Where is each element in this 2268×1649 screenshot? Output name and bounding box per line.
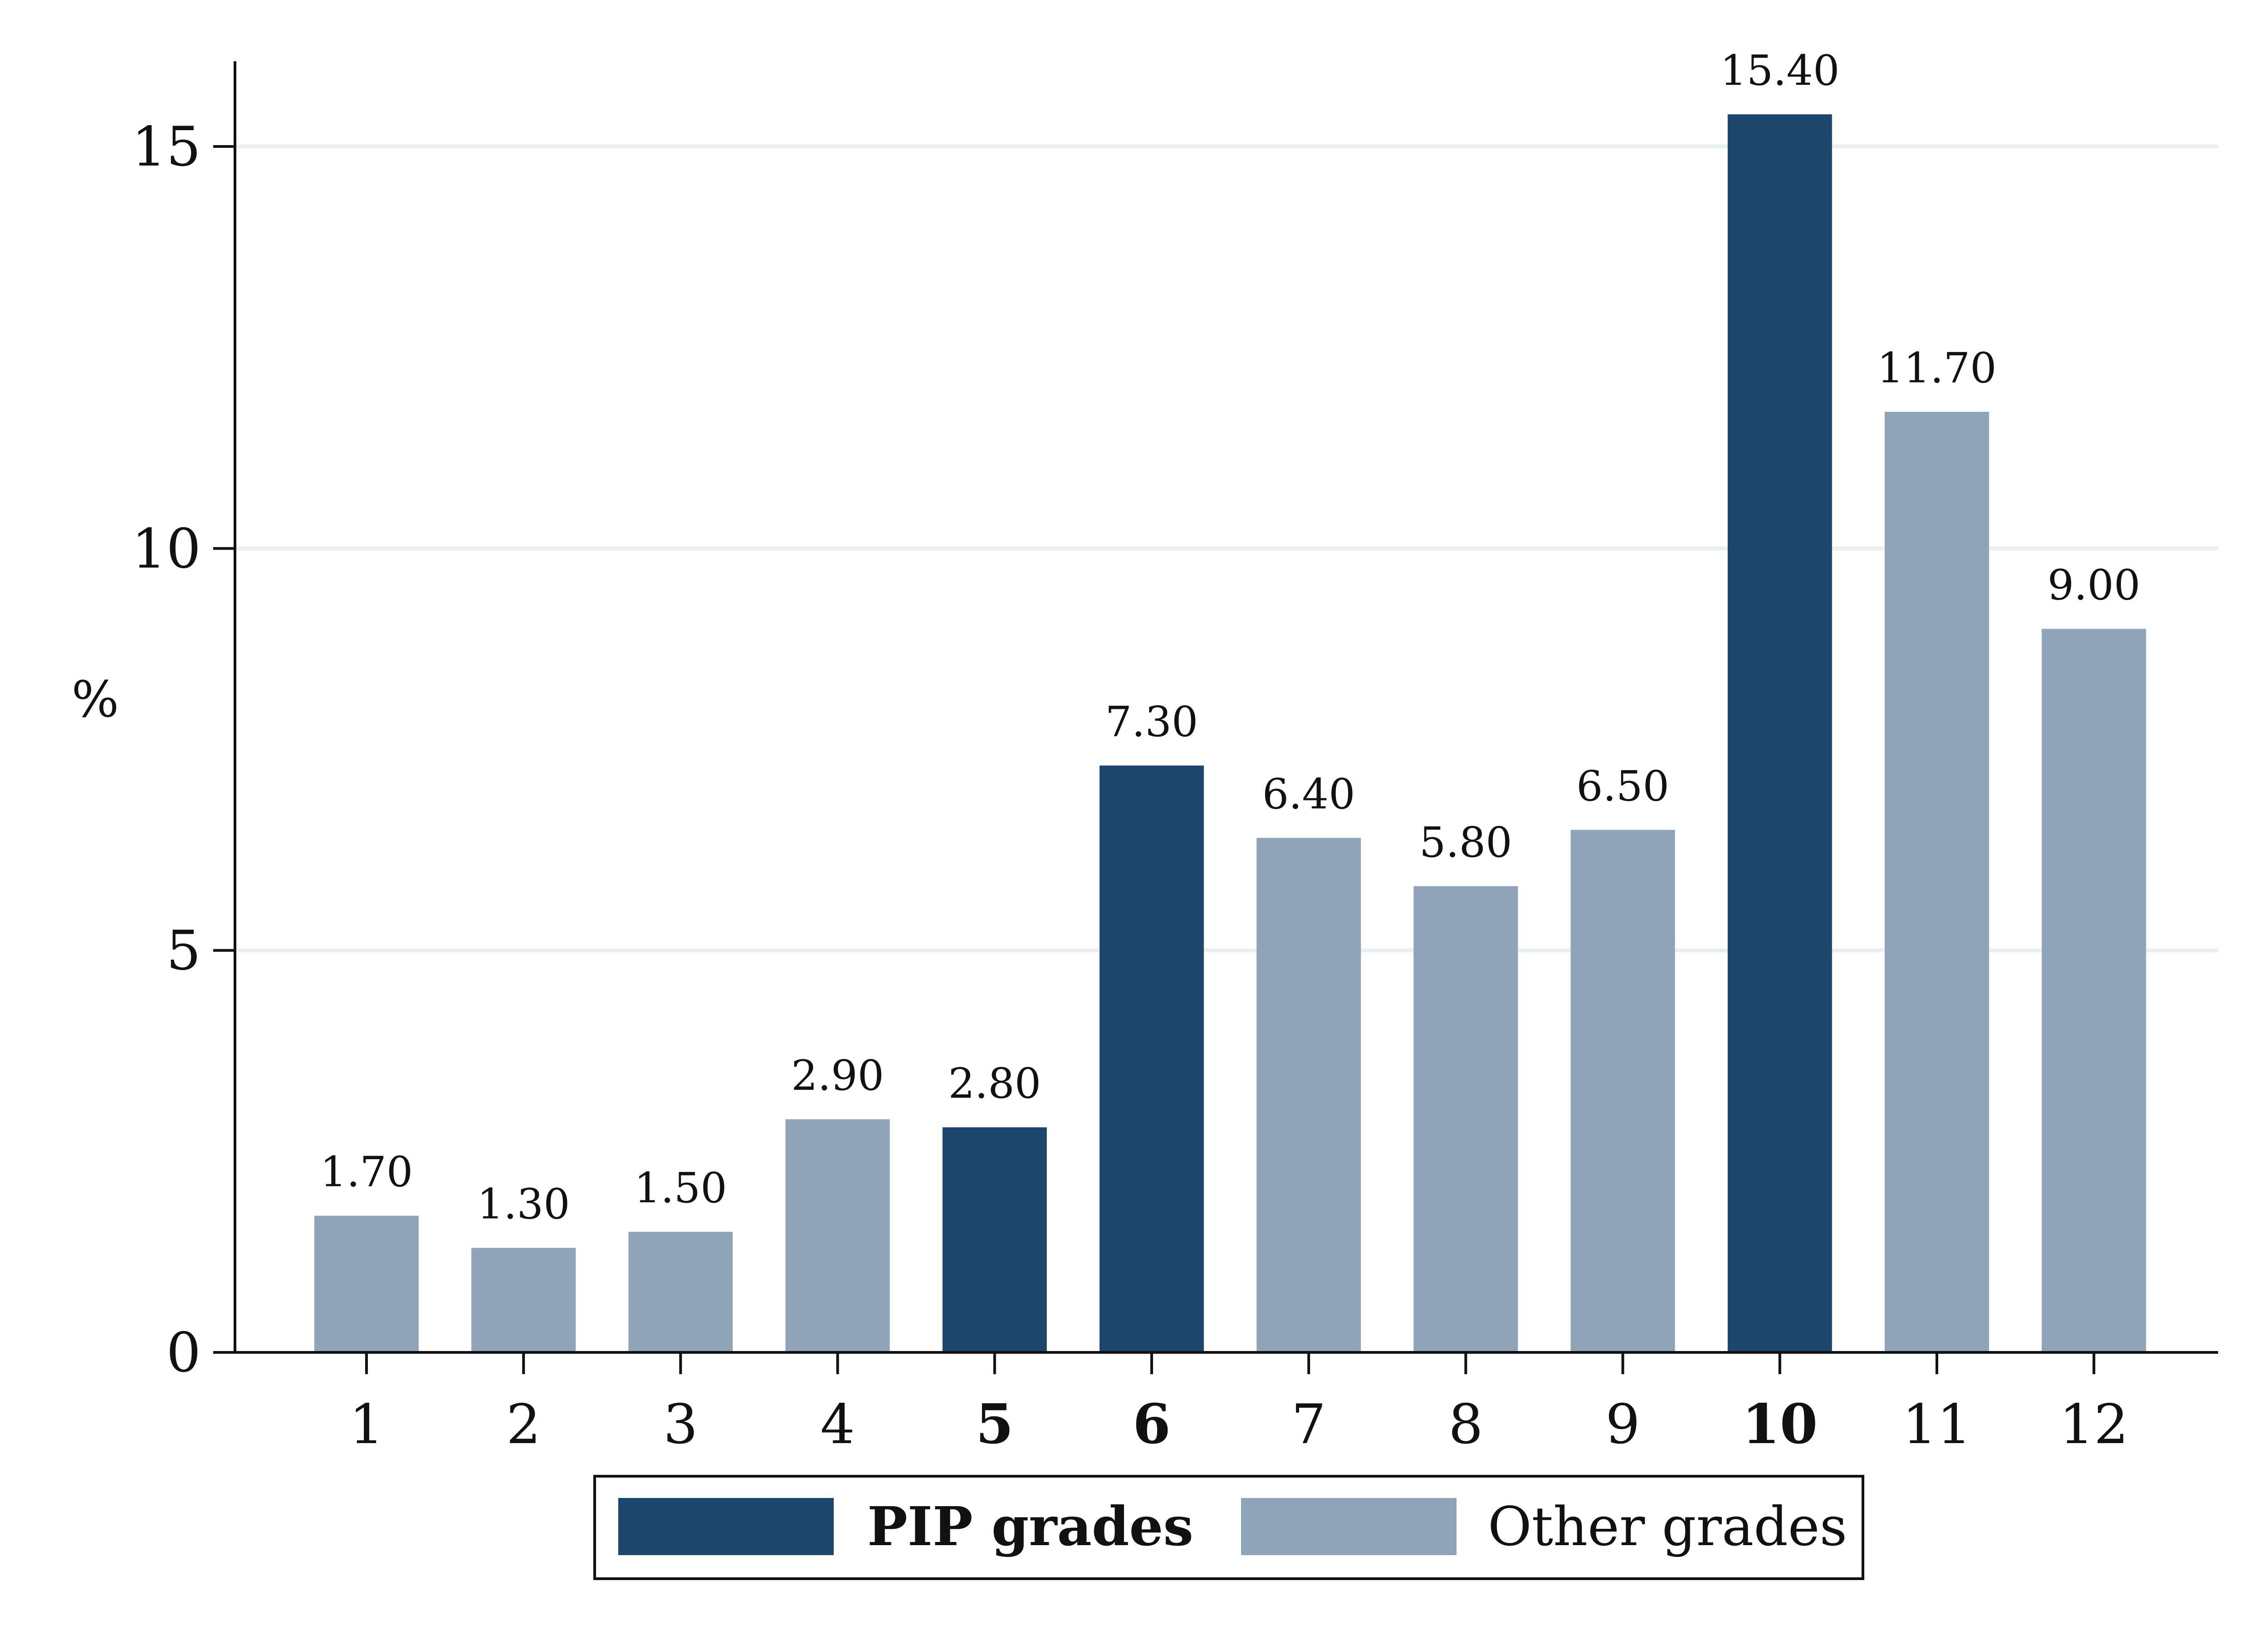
x-tick-label-10: 10 [1742, 1392, 1818, 1456]
bar-9 [1570, 829, 1675, 1352]
bar-4 [785, 1119, 890, 1352]
x-tick-label-9: 9 [1605, 1393, 1640, 1456]
axes [234, 61, 2218, 1354]
bar-7 [1256, 838, 1361, 1352]
y-axis-title: % [72, 670, 119, 728]
legend: PIP grades Other grades [593, 1475, 1864, 1580]
data-label-3: 1.50 [634, 1164, 727, 1212]
bar-6 [1100, 765, 1204, 1352]
x-ticks: 1 2 3 4 5 6 7 8 9 10 11 12 [349, 1352, 2129, 1456]
bars [314, 114, 2146, 1353]
legend-swatch-pip-grades [618, 1498, 834, 1555]
x-tick-label-2: 2 [506, 1393, 541, 1456]
y-tick-label: 10 [132, 517, 201, 581]
bar-3 [628, 1232, 733, 1352]
data-label-2: 1.30 [477, 1180, 570, 1229]
x-tick-label-4: 4 [820, 1393, 855, 1456]
data-label-1: 1.70 [320, 1148, 413, 1196]
y-ticks: 0 5 10 15 [132, 116, 235, 1385]
data-label-12: 9.00 [2048, 561, 2141, 610]
x-tick-label-7: 7 [1291, 1393, 1326, 1456]
data-label-10: 15.40 [1720, 46, 1839, 95]
data-label-9: 6.50 [1576, 762, 1669, 810]
data-label-5: 2.80 [948, 1059, 1041, 1108]
data-label-4: 2.90 [791, 1051, 884, 1100]
x-tick-label-3: 3 [663, 1393, 698, 1456]
legend-label-pip-grades: PIP grades [867, 1495, 1193, 1558]
data-label-8: 5.80 [1419, 818, 1512, 867]
bar-10 [1727, 114, 1832, 1353]
bar-2 [471, 1248, 576, 1352]
bar-12 [2042, 629, 2146, 1352]
x-tick-label-5: 5 [976, 1392, 1014, 1456]
x-tick-label-8: 8 [1448, 1393, 1483, 1456]
data-labels: 1.70 1.30 1.50 2.90 2.80 7.30 6.40 5.80 6.50 15.4… [320, 46, 2141, 1228]
x-tick-label-1: 1 [349, 1393, 384, 1456]
bar-11 [1885, 411, 1989, 1352]
bar-8 [1413, 886, 1518, 1352]
x-tick-label-12: 12 [2059, 1393, 2129, 1456]
bar-1 [314, 1215, 419, 1352]
y-tick-label: 15 [132, 116, 201, 179]
legend-swatch-other-grades [1241, 1498, 1457, 1555]
legend-label-other-grades: Other grades [1488, 1495, 1847, 1558]
data-label-6: 7.30 [1105, 698, 1198, 746]
y-tick-label: 5 [166, 920, 201, 983]
y-tick-label: 0 [166, 1322, 201, 1385]
x-tick-label-6: 6 [1133, 1392, 1171, 1456]
bar-5 [942, 1127, 1047, 1352]
data-label-7: 6.40 [1262, 770, 1355, 818]
x-tick-label-11: 11 [1902, 1393, 1972, 1456]
data-label-11: 11.70 [1877, 344, 1996, 392]
